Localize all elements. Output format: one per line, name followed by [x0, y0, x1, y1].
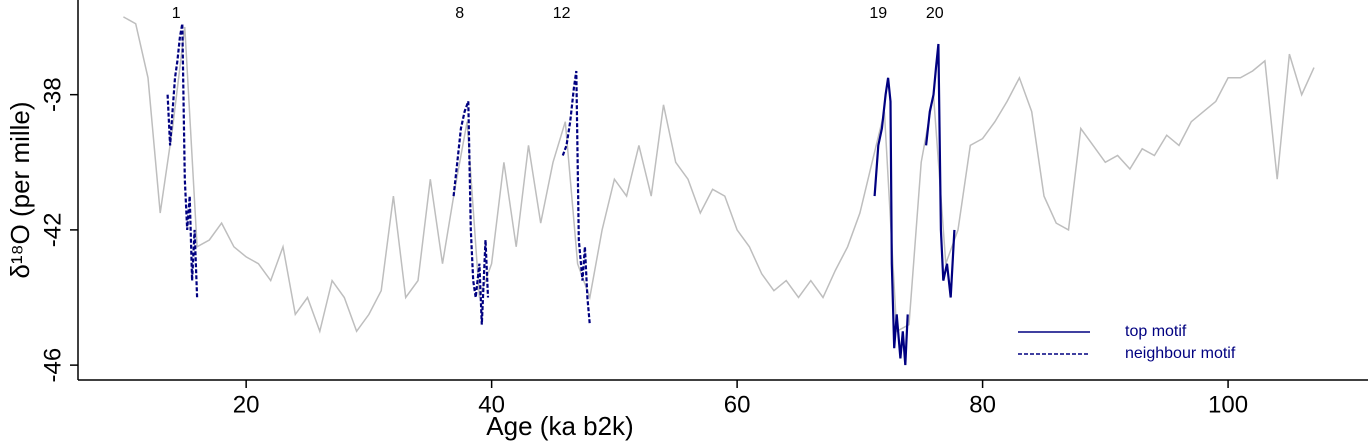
- neighbour-motif-line: [166, 23, 199, 298]
- y-tick-label: -46: [39, 348, 66, 383]
- y-tick-label: -38: [39, 77, 66, 112]
- motif-label: 20: [926, 5, 944, 22]
- motif-label: 8: [455, 5, 464, 22]
- motif-label: 12: [553, 5, 571, 22]
- x-tick-label: 80: [969, 391, 996, 418]
- y-axis-label: δ¹⁸O (per mille): [5, 101, 35, 278]
- motif-label: 1: [172, 5, 181, 22]
- legend-label: neighbour motif: [1125, 345, 1236, 362]
- x-tick-label: 100: [1208, 391, 1248, 418]
- record-line: [123, 16, 1315, 334]
- y-tick-label: -42: [39, 213, 66, 248]
- motif-label: 19: [869, 5, 887, 22]
- x-tick-label: 20: [233, 391, 260, 418]
- x-axis-label: Age (ka b2k): [486, 411, 633, 441]
- legend-label: top motif: [1125, 323, 1187, 340]
- neighbour-motif-line: [561, 70, 591, 325]
- top-motif-line: [925, 43, 956, 298]
- top-motif-line: [873, 77, 909, 366]
- neighbour-motif-line: [452, 101, 490, 325]
- x-tick-label: 60: [724, 391, 751, 418]
- x-tick-label: 40: [478, 391, 505, 418]
